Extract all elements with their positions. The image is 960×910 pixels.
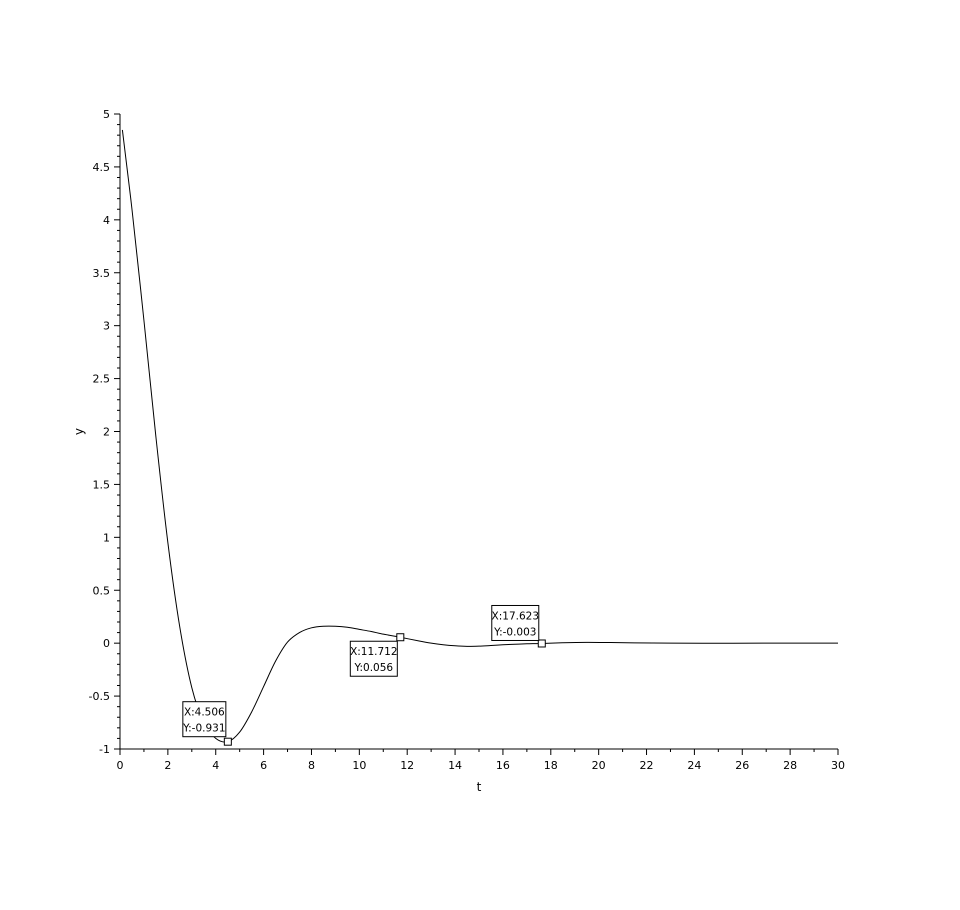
datatip-x-text: X:11.712: [350, 646, 397, 658]
x-axis-ticks: 0 2 4 6 8 10 12 14 16 18 20 22 24 26 28 30: [117, 749, 845, 772]
y-tick-label: 4.5: [93, 161, 111, 174]
datatip-marker[interactable]: [396, 633, 405, 642]
x-tick-label: 28: [783, 759, 797, 772]
axes: 0 2 4 6 8 10 12 14 16 18 20 22 24 26 28 30 -1-0.500.511…: [89, 108, 845, 772]
datatip-y-text: Y:-0.931: [182, 723, 225, 735]
datatip-box: [182, 701, 227, 738]
x-tick-label: 26: [735, 759, 749, 772]
y-tick-label: 4: [103, 214, 110, 227]
datatip-y-text: Y:-0.003: [493, 626, 536, 638]
datatip[interactable]: X:4.506 Y:-0.931: [182, 701, 232, 746]
datatips: X:4.506 Y:-0.931 X:11.712 Y:0.056 X:17.623 Y:…: [182, 604, 546, 746]
x-tick-label: 20: [592, 759, 606, 772]
series-layer: [121, 129, 839, 743]
x-axis-label: t: [477, 780, 482, 794]
y-tick-label: -1: [99, 743, 110, 756]
datatip-marker[interactable]: [537, 639, 546, 648]
x-tick-label: 22: [640, 759, 654, 772]
y-tick-label: 3: [103, 320, 110, 333]
datatip[interactable]: X:11.712 Y:0.056: [349, 633, 405, 677]
datatip-marker[interactable]: [223, 737, 232, 746]
y-tick-label: 2: [103, 426, 110, 439]
datatip-box: [349, 640, 398, 677]
x-tick-label: 30: [831, 759, 845, 772]
x-tick-label: 6: [260, 759, 267, 772]
datatip-x-text: X:4.506: [184, 707, 225, 719]
x-tick-label: 2: [164, 759, 171, 772]
x-tick-label: 0: [117, 759, 124, 772]
y-tick-label: 1: [103, 531, 110, 544]
y-tick-label: 2.5: [93, 373, 111, 386]
series-line: [121, 129, 839, 743]
y-tick-label: 0.5: [93, 584, 111, 597]
datatip-y-text: Y:0.056: [353, 662, 393, 674]
y-tick-label: 3.5: [93, 267, 111, 280]
x-tick-label: 16: [496, 759, 510, 772]
datatip[interactable]: X:17.623 Y:-0.003: [491, 604, 546, 648]
y-axis-label: y: [72, 428, 86, 435]
x-tick-label: 10: [352, 759, 366, 772]
y-tick-label: -0.5: [89, 690, 110, 703]
y-axis-ticks: -1 -0.5 0 0.5 1 1.5 2 2.5 3 3.5 4 4.5 5: [89, 108, 120, 756]
x-tick-label: 24: [687, 759, 701, 772]
y-tick-label: 0: [103, 637, 110, 650]
datatip-box: [491, 604, 540, 641]
x-tick-label: 12: [400, 759, 414, 772]
y-tick-label: 5: [103, 108, 110, 121]
datatip-x-text: X:17.623: [492, 610, 539, 622]
x-tick-label: 4: [212, 759, 219, 772]
y-tick-label: 1.5: [93, 478, 111, 491]
x-tick-label: 18: [544, 759, 558, 772]
x-tick-label: 14: [448, 759, 462, 772]
x-tick-label: 8: [308, 759, 315, 772]
